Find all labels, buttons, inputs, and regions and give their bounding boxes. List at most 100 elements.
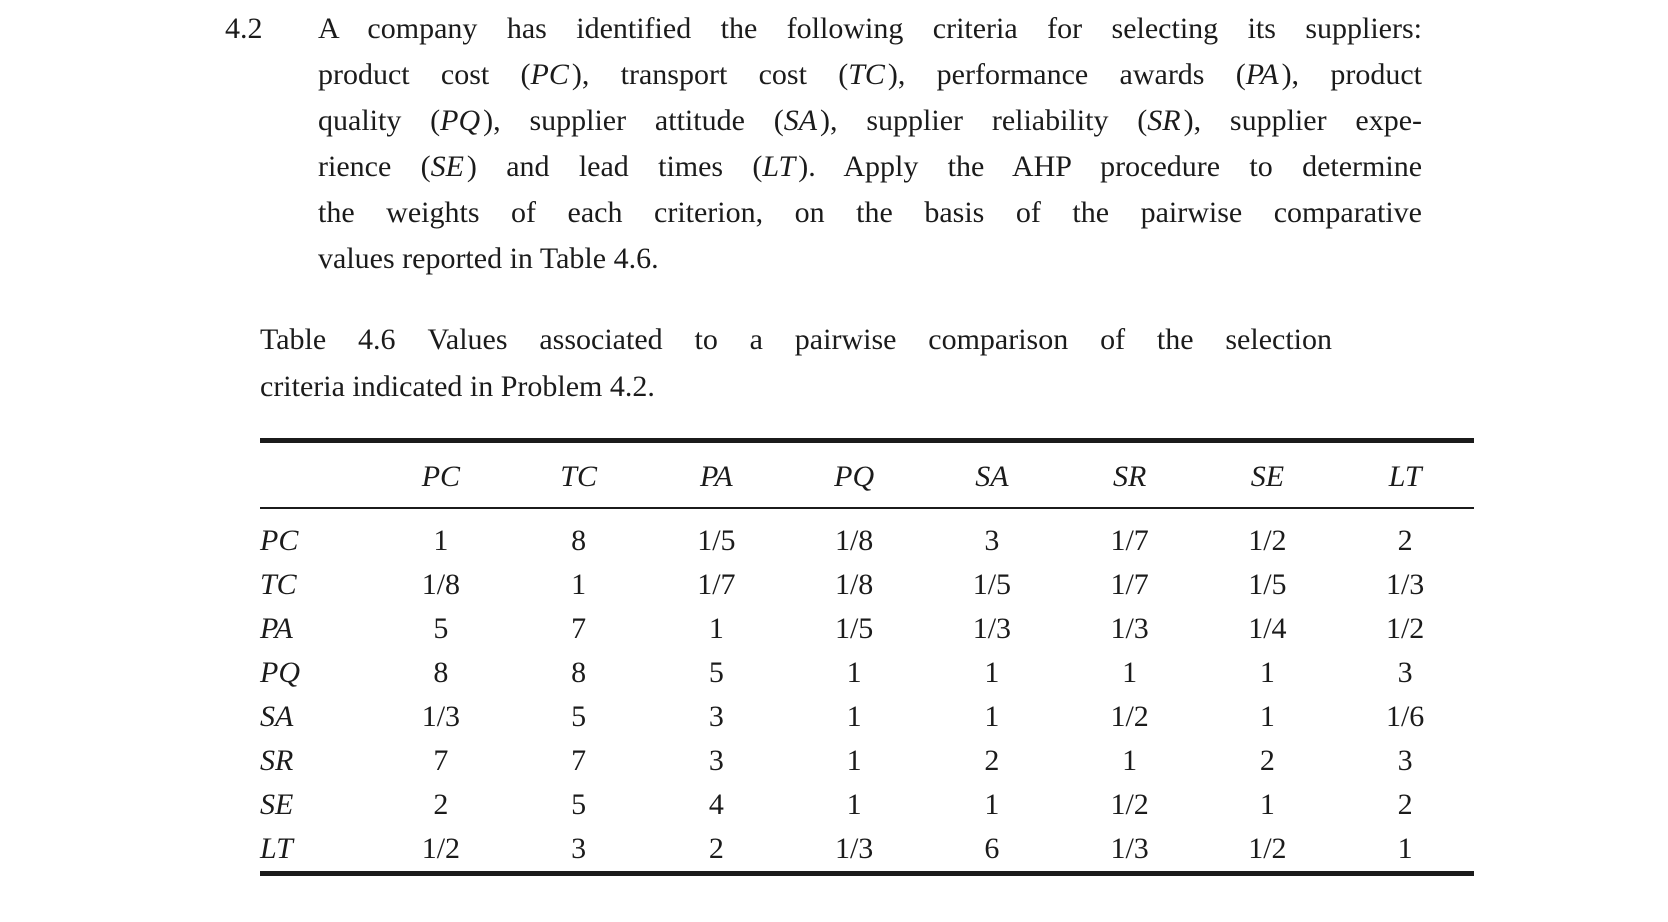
table-body: PC 1 8 1/5 1/8 3 1/7 1/2 2 TC 1/8 1 1/7 1/8 1/5 1/7 1/5 1… [260,508,1474,874]
table-cell: 1/2 [1248,524,1287,557]
table-cell: 2 [1397,788,1413,821]
table-cell: 1 [1122,656,1138,689]
table-row: SR 7 7 3 1 2 1 2 3 [260,739,1474,783]
table-cell: 1 [571,568,587,601]
criterion-abbrev: PA [1245,58,1279,91]
table-cell: 1 [1259,656,1275,689]
table-cell: 3 [1397,656,1413,689]
problem-line: the weights of each criterion, on the ba… [318,190,1422,236]
table-cell: 6 [984,832,1000,865]
table-cell: 2 [984,744,1000,777]
table-cell: 1 [846,788,862,821]
problem-line: values reported in Table 4.6. [318,236,1422,282]
table-cell: 7 [433,744,449,777]
table-caption-label: Table 4.6 [260,323,396,356]
problem-text: A company has identified the following c… [318,6,1422,282]
table-cell: 1 [1259,700,1275,733]
criterion-abbrev: SE [430,150,464,183]
problem-line-text: the weights of each criterion, on the ba… [318,196,1422,229]
problem-line-text: quality ( [318,104,441,137]
problem-line-text: product cost ( [318,58,531,91]
row-label: PC [260,524,299,557]
table-cell: 5 [571,788,587,821]
criterion-abbrev: TC [848,58,885,91]
table-cell: 3 [708,700,724,733]
table-cell: 1/3 [1110,612,1149,645]
row-label: SE [260,788,294,821]
criterion-abbrev: LT [762,150,796,183]
column-header: SE [1198,440,1337,509]
problem-line: product cost (PC), transport cost (TC), … [318,52,1422,98]
problem-line-text: ), product [1281,58,1422,91]
table-cell: 1 [984,788,1000,821]
column-header: PQ [785,440,923,509]
table-cell: 1/3 [421,700,461,733]
problem-line-text: ), supplier expe- [1183,104,1423,137]
table-row: PQ 8 8 5 1 1 1 1 3 [260,651,1474,695]
corner-cell [260,440,372,509]
table-cell: 1/3 [1110,832,1149,865]
table-caption-text: Values associated to a pairwise comparis… [427,323,1333,356]
column-header: TC [509,440,648,509]
table-cell: 1/7 [697,568,736,601]
table-cell: 1/5 [697,524,736,557]
table-cell: 3 [571,832,587,865]
table-cell: 1/5 [834,612,874,645]
problem-line: quality (PQ), supplier attitude (SA), su… [318,98,1422,144]
table-cell: 1 [846,700,862,733]
table-row: PA 5 7 1 1/5 1/3 1/3 1/4 1/2 [260,607,1474,651]
table-cell: 1/3 [972,612,1012,645]
table-cell: 4 [708,788,724,821]
column-header: PA [647,440,786,509]
table-row: SA 1/3 5 3 1 1 1/2 1 1/6 [260,695,1474,739]
table-cell: 1 [1259,788,1275,821]
table-cell: 7 [571,612,587,645]
row-label: PA [260,612,293,645]
table-row: SE 2 5 4 1 1 1/2 1 2 [260,783,1474,827]
problem-line-text: A company has identified the following c… [318,12,1422,45]
table-cell: 2 [433,788,449,821]
table-cell: 3 [1397,744,1413,777]
table-cell: 1 [846,744,862,777]
column-header: PC [372,440,510,509]
table-cell: 1 [984,700,1000,733]
row-label: SA [260,700,294,733]
problem-line-text: ), performance awards ( [887,58,1246,91]
problem-line-text: ), transport cost ( [571,58,849,91]
table-cell: 1 [708,612,724,645]
table-cell: 7 [571,744,587,777]
row-label: LT [260,832,293,865]
table-header: PC TC PA PQ SA SR SE LT [260,440,1474,509]
problem-line-text: ), supplier reliability ( [820,104,1148,137]
table-cell: 1 [984,656,1000,689]
column-header: SR [1060,440,1199,509]
problem-line: rience (SE) and lead times (LT). Apply t… [318,144,1422,190]
table-cell: 1/2 [1248,832,1287,865]
table-cell: 1/7 [1110,524,1149,557]
table-cell: 3 [984,524,1000,557]
table-cell: 1/5 [972,568,1012,601]
table-caption-line-1: Table 4.6 Values associated to a pairwise… [260,316,1332,363]
row-label: SR [260,744,294,777]
table-cell: 1/8 [834,568,874,601]
table-cell: 8 [571,524,587,557]
column-header: SA [923,440,1061,509]
table-cell: 1 [1397,832,1413,865]
criterion-abbrev: SR [1147,104,1181,137]
table-row: LT 1/2 3 2 1/3 6 1/3 1/2 1 [260,827,1474,874]
table-cell: 1/2 [421,832,461,865]
table-cell: 1/7 [1110,568,1149,601]
table-cell: 2 [1397,524,1413,557]
problem-line: A company has identified the following c… [318,6,1422,52]
criterion-abbrev: SA [783,104,818,137]
problem-line-text: ), supplier attitude ( [483,104,784,137]
row-label: PQ [260,656,300,689]
table-cell: 1/6 [1385,700,1425,733]
problem-line-text: values reported in Table 4.6. [318,242,659,275]
column-header: LT [1336,440,1474,509]
row-label: TC [260,568,297,601]
pairwise-comparison-table: PC TC PA PQ SA SR SE LT PC 1 8 1/5 1/8 3 1/7 1/2 2 TC 1/8… [260,438,1474,876]
table-cell: 1/3 [1385,568,1425,601]
problem-line-text: ) and lead times ( [466,150,763,183]
table-caption: Table 4.6 Values associated to a pairwise… [260,316,1332,410]
